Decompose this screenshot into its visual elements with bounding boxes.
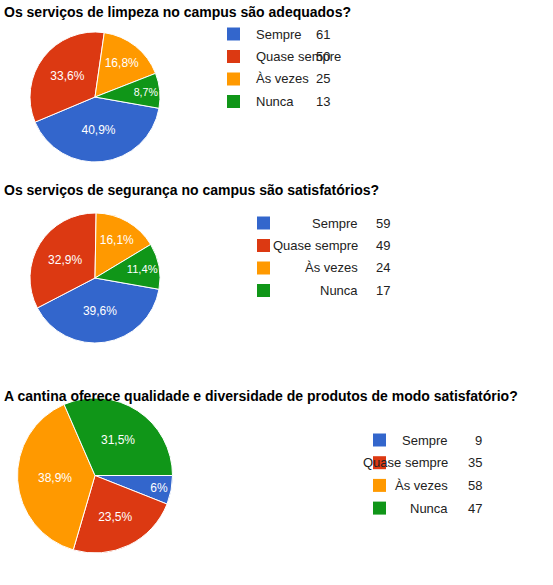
svg-text:Nunca: Nunca [256,94,294,109]
svg-text:Quase sempre: Quase sempre [256,49,341,64]
svg-text:8,7%: 8,7% [134,86,159,98]
svg-text:59: 59 [376,216,390,231]
svg-text:58: 58 [468,478,482,493]
svg-text:Às vezes: Às vezes [256,71,309,86]
svg-text:Os serviços de limpeza no camp: Os serviços de limpeza no campus são ade… [4,4,351,20]
svg-text:50: 50 [316,49,330,64]
svg-text:13: 13 [316,94,330,109]
svg-text:24: 24 [376,260,390,275]
svg-text:9: 9 [475,433,482,448]
svg-text:61: 61 [316,27,330,42]
svg-text:49: 49 [376,238,390,253]
svg-text:47: 47 [468,501,482,516]
svg-text:A cantina oferece qualidade e: A cantina oferece qualidade e diversidad… [4,388,518,404]
svg-text:38,9%: 38,9% [38,471,72,485]
svg-text:Os serviços de segurança no ca: Os serviços de segurança no campus são s… [4,182,379,198]
svg-text:33,6%: 33,6% [50,69,84,83]
svg-text:Às vezes: Às vezes [305,260,358,275]
svg-text:25: 25 [316,71,330,86]
svg-text:Quase sempre: Quase sempre [273,238,358,253]
svg-text:17: 17 [376,283,390,298]
svg-text:Sempre: Sempre [312,216,358,231]
svg-text:39,6%: 39,6% [83,304,117,318]
svg-text:23,5%: 23,5% [98,510,132,524]
svg-text:16,8%: 16,8% [105,56,139,70]
svg-text:16,1%: 16,1% [100,233,134,247]
svg-text:Nunca: Nunca [320,283,358,298]
svg-text:31,5%: 31,5% [101,433,135,447]
svg-text:6%: 6% [150,481,168,495]
svg-text:11,4%: 11,4% [127,263,158,275]
svg-text:Às vezes: Às vezes [395,478,448,493]
svg-text:Sempre: Sempre [402,433,448,448]
svg-text:Quase sempre: Quase sempre [363,455,448,470]
svg-text:40,9%: 40,9% [82,123,116,137]
svg-text:35: 35 [468,455,482,470]
svg-text:Sempre: Sempre [256,27,302,42]
svg-text:Nunca: Nunca [410,501,448,516]
svg-text:32,9%: 32,9% [48,253,82,267]
